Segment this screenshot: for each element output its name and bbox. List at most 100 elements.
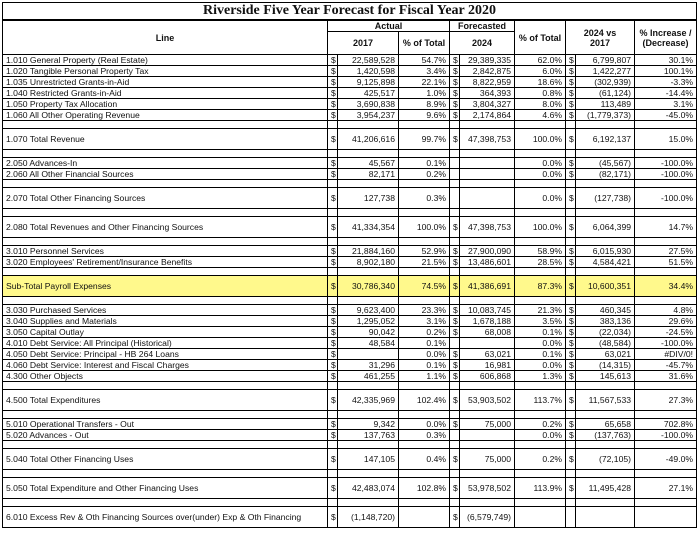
pct-total-2017: 9.6% [398,109,450,121]
diff-2024-vs-2017: 4,584,421 [575,256,635,268]
pct-total-2017: 74.5% [398,275,450,297]
spacer-cell [398,440,450,449]
currency-symbol: $ [565,418,576,430]
currency-symbol: $ [327,326,338,338]
currency-symbol: $ [565,216,576,238]
currency-symbol: $ [449,128,460,150]
pct-total-2017: 21.5% [398,256,450,268]
spacer-row [2,381,698,390]
currency-symbol: $ [565,326,576,338]
currency-symbol: $ [327,187,338,209]
spacer-cell [565,498,576,507]
spacer-cell [337,410,399,419]
pct-increase: 27.5% [633,245,698,257]
spacer-cell [2,410,328,419]
spacer-cell [449,381,460,390]
spacer-cell [514,410,566,419]
row-label: 5.040 Total Other Financing Uses [2,448,328,470]
currency-symbol: $ [449,109,460,121]
pct-total-2024: 0.0% [514,429,566,441]
row-label: 3.040 Supplies and Materials [2,315,328,327]
currency-symbol: $ [327,168,338,180]
spacer-cell [459,296,515,305]
spacer-row [2,410,698,419]
pct-total-2024: 0.0% [514,359,566,371]
pct-total-2024: 113.7% [514,389,566,411]
table-row: 4.050 Debt Service: Principal - HB 264 L… [2,348,698,360]
spacer-cell [2,179,328,188]
spacer-cell [633,381,698,390]
currency-symbol: $ [565,448,576,470]
currency-symbol: $ [449,359,460,371]
value-2024: 41,386,691 [459,275,515,297]
spacer-row [2,120,698,129]
spacer-cell [398,208,450,217]
pct-total-2017: 102.4% [398,389,450,411]
value-2024: 53,903,502 [459,389,515,411]
currency-symbol: $ [327,315,338,327]
currency-symbol: $ [449,76,460,88]
currency-symbol: $ [327,98,338,110]
table-row: 5.010 Operational Transfers - Out $9,342 0… [2,418,698,430]
currency-symbol: $ [449,315,460,327]
pct-total-2017: 1.1% [398,370,450,382]
row-label: 3.030 Purchased Services [2,304,328,316]
currency-symbol: $ [565,304,576,316]
spacer-cell [633,440,698,449]
currency-symbol: $ [327,128,338,150]
currency-symbol: $ [449,54,460,66]
currency-symbol: $ [327,337,338,349]
pct-increase: -24.5% [633,326,698,338]
spacer-cell [337,381,399,390]
pct-increase: 27.3% [633,389,698,411]
spacer-cell [337,237,399,246]
col-header-vs-line1: 2024 vs [583,27,617,38]
table-row: 1.060 All Other Operating Revenue $3,954,… [2,109,698,121]
pct-increase: 14.7% [633,216,698,238]
row-label: 4.050 Debt Service: Principal - HB 264 L… [2,348,328,360]
currency-symbol: $ [327,418,338,430]
row-label: 1.050 Property Tax Allocation [2,98,328,110]
spacer-cell [327,179,338,188]
sheet-title: Riverside Five Year Forecast for Fiscal … [1,2,698,21]
spacer-cell [575,381,635,390]
spacer-cell [449,179,460,188]
value-2017: 3,954,237 [337,109,399,121]
spacer-cell [565,410,576,419]
pct-total-2024: 0.1% [514,326,566,338]
spacer-cell [633,267,698,276]
diff-2024-vs-2017: (302,939) [575,76,635,88]
currency-symbol: $ [327,348,338,360]
spacer-cell [327,410,338,419]
value-2024: 29,389,335 [459,54,515,66]
forecast-table: Riverside Five Year Forecast for Fiscal … [1,2,698,528]
value-2017: 147,105 [337,448,399,470]
spacer-cell [2,267,328,276]
spacer-cell [514,208,566,217]
pct-increase: -100.0% [633,168,698,180]
spacer-cell [449,498,460,507]
group-header-forecasted: Forecasted [449,19,515,32]
currency-symbol: $ [565,359,576,371]
table-row: 3.030 Purchased Services $9,623,400 23.3% $… [2,304,698,316]
spacer-cell [327,120,338,129]
value-2024: 47,398,753 [459,128,515,150]
row-label: 1.020 Tangible Personal Property Tax [2,65,328,77]
currency-symbol: $ [449,506,460,528]
spacer-cell [449,267,460,276]
spacer-cell [514,469,566,478]
currency-symbol: $ [565,337,576,349]
spacer-cell [398,296,450,305]
spacer-cell [459,469,515,478]
spacer-cell [459,381,515,390]
value-2017: 48,584 [337,337,399,349]
value-2017: 21,884,160 [337,245,399,257]
spacer-cell [633,208,698,217]
pct-increase: -100.0% [633,337,698,349]
spacer-cell [565,296,576,305]
diff-2024-vs-2017: 113,489 [575,98,635,110]
spacer-row [2,296,698,305]
currency-symbol: $ [449,304,460,316]
spacer-cell [459,208,515,217]
row-label: 3.010 Personnel Services [2,245,328,257]
